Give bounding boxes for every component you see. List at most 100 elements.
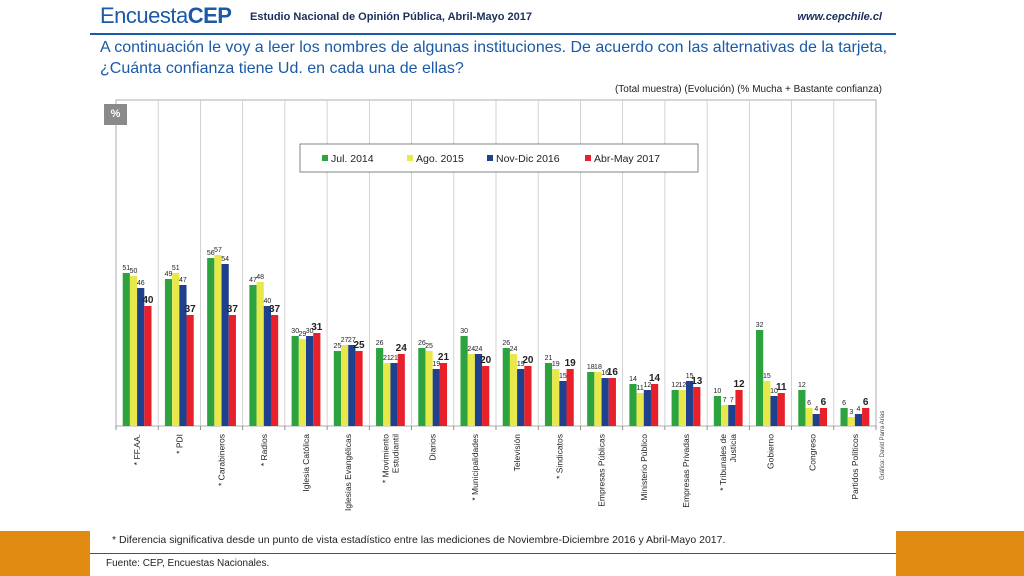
bar-value-label: 4 bbox=[814, 406, 818, 413]
bar-value-label: 29 bbox=[299, 331, 307, 338]
legend-swatch bbox=[407, 155, 413, 161]
bar bbox=[439, 363, 448, 426]
bar-value-label: 12 bbox=[679, 382, 687, 389]
bar bbox=[214, 255, 222, 426]
bar-value-label: 40 bbox=[263, 298, 271, 305]
bar-value-label: 46 bbox=[137, 280, 145, 287]
bar-value-label: 6 bbox=[821, 397, 827, 408]
bar bbox=[418, 348, 426, 426]
bar bbox=[735, 390, 743, 426]
footnote: * Diferencia significativa desde un punt… bbox=[112, 534, 726, 546]
bar bbox=[678, 390, 686, 426]
bar bbox=[544, 363, 553, 426]
category-label: Ministerio Público bbox=[639, 434, 649, 501]
bar-value-label: 31 bbox=[311, 322, 323, 333]
bar bbox=[432, 369, 440, 426]
bar-value-label: 12 bbox=[643, 382, 651, 389]
bar-value-label: 37 bbox=[185, 304, 197, 315]
bar bbox=[474, 354, 483, 426]
legend-swatch bbox=[487, 155, 493, 161]
bar-value-label: 15 bbox=[686, 373, 694, 380]
category-label: Partidos Políticos bbox=[850, 434, 860, 500]
bar-value-label: 32 bbox=[756, 322, 764, 329]
bar bbox=[298, 339, 306, 426]
category-label: * Municipalidades bbox=[470, 434, 480, 501]
category-label: Televisión bbox=[512, 434, 522, 472]
category-label: Congreso bbox=[808, 434, 818, 471]
category-label: * Movimiento bbox=[380, 434, 390, 483]
bar-value-label: 14 bbox=[649, 373, 661, 384]
bar-value-label: 25 bbox=[334, 343, 342, 350]
bar-value-label: 26 bbox=[418, 340, 426, 347]
bar bbox=[643, 390, 651, 426]
bar bbox=[594, 372, 602, 426]
question-text: A continuación le voy a leer los nombres… bbox=[100, 39, 888, 77]
bar bbox=[629, 384, 637, 426]
bar bbox=[144, 306, 152, 426]
bar bbox=[122, 273, 130, 426]
bar-value-label: 10 bbox=[770, 388, 778, 395]
bar-value-label: 56 bbox=[207, 250, 215, 257]
bar bbox=[721, 405, 729, 426]
bar bbox=[482, 366, 490, 426]
bar bbox=[559, 381, 567, 426]
bar-value-label: 16 bbox=[607, 367, 619, 378]
source-note: Fuente: CEP, Encuestas Nacionales. bbox=[106, 558, 270, 569]
bar bbox=[777, 393, 785, 426]
bar-value-label: 19 bbox=[432, 361, 440, 368]
bar-value-label: 54 bbox=[221, 256, 229, 263]
percent-unit-badge: % bbox=[104, 104, 127, 125]
bar-value-label: 15 bbox=[763, 373, 771, 380]
bar-value-label: 18 bbox=[587, 364, 595, 371]
bar-value-label: 25 bbox=[425, 343, 433, 350]
bar bbox=[291, 336, 299, 426]
bar bbox=[207, 258, 215, 426]
bar-value-label: 50 bbox=[130, 268, 138, 275]
header: EncuestaCEP Estudio Nacional de Opinión … bbox=[90, 0, 896, 34]
bar-value-label: 21 bbox=[383, 355, 391, 362]
bar bbox=[425, 351, 433, 426]
bar-value-label: 24 bbox=[396, 343, 408, 354]
bar-value-label: 12 bbox=[798, 382, 806, 389]
bar bbox=[517, 369, 525, 426]
category-label: * PDI bbox=[174, 434, 184, 454]
bar bbox=[348, 345, 356, 426]
bar-value-label: 12 bbox=[733, 379, 745, 390]
bar bbox=[333, 351, 342, 426]
study-title: Estudio Nacional de Opinión Pública, Abr… bbox=[250, 11, 532, 23]
category-label: Iglesias Evangélicas bbox=[343, 434, 353, 511]
bar bbox=[186, 315, 194, 426]
bar bbox=[566, 369, 574, 426]
bar-value-label: 4 bbox=[857, 406, 861, 413]
bar bbox=[397, 354, 405, 426]
bar bbox=[509, 354, 518, 426]
bar bbox=[798, 390, 806, 426]
bar bbox=[650, 384, 659, 426]
bar bbox=[467, 354, 475, 426]
site-url: www.cepchile.cl bbox=[797, 11, 882, 23]
bar bbox=[854, 414, 863, 426]
source-divider bbox=[90, 553, 896, 554]
bar bbox=[221, 264, 229, 426]
bar-value-label: 19 bbox=[565, 358, 577, 369]
header-divider bbox=[90, 33, 896, 35]
bar bbox=[608, 378, 616, 426]
bar-value-label: 19 bbox=[517, 361, 525, 368]
bar bbox=[812, 414, 820, 426]
bar bbox=[355, 351, 363, 426]
bar-value-label: 24 bbox=[510, 346, 518, 353]
bar bbox=[819, 408, 828, 426]
bar-value-label: 21 bbox=[545, 355, 553, 362]
bar bbox=[179, 285, 187, 426]
bar-value-label: 11 bbox=[776, 382, 787, 393]
bar bbox=[383, 363, 391, 426]
slide: EncuestaCEP Estudio Nacional de Opinión … bbox=[90, 0, 896, 576]
bar bbox=[763, 381, 771, 426]
legend-swatch bbox=[322, 155, 328, 161]
bar bbox=[249, 285, 257, 426]
bar bbox=[164, 279, 173, 426]
bar bbox=[502, 348, 510, 426]
bar-value-label: 27 bbox=[348, 337, 356, 344]
bar bbox=[601, 378, 609, 426]
legend-box bbox=[299, 143, 699, 173]
